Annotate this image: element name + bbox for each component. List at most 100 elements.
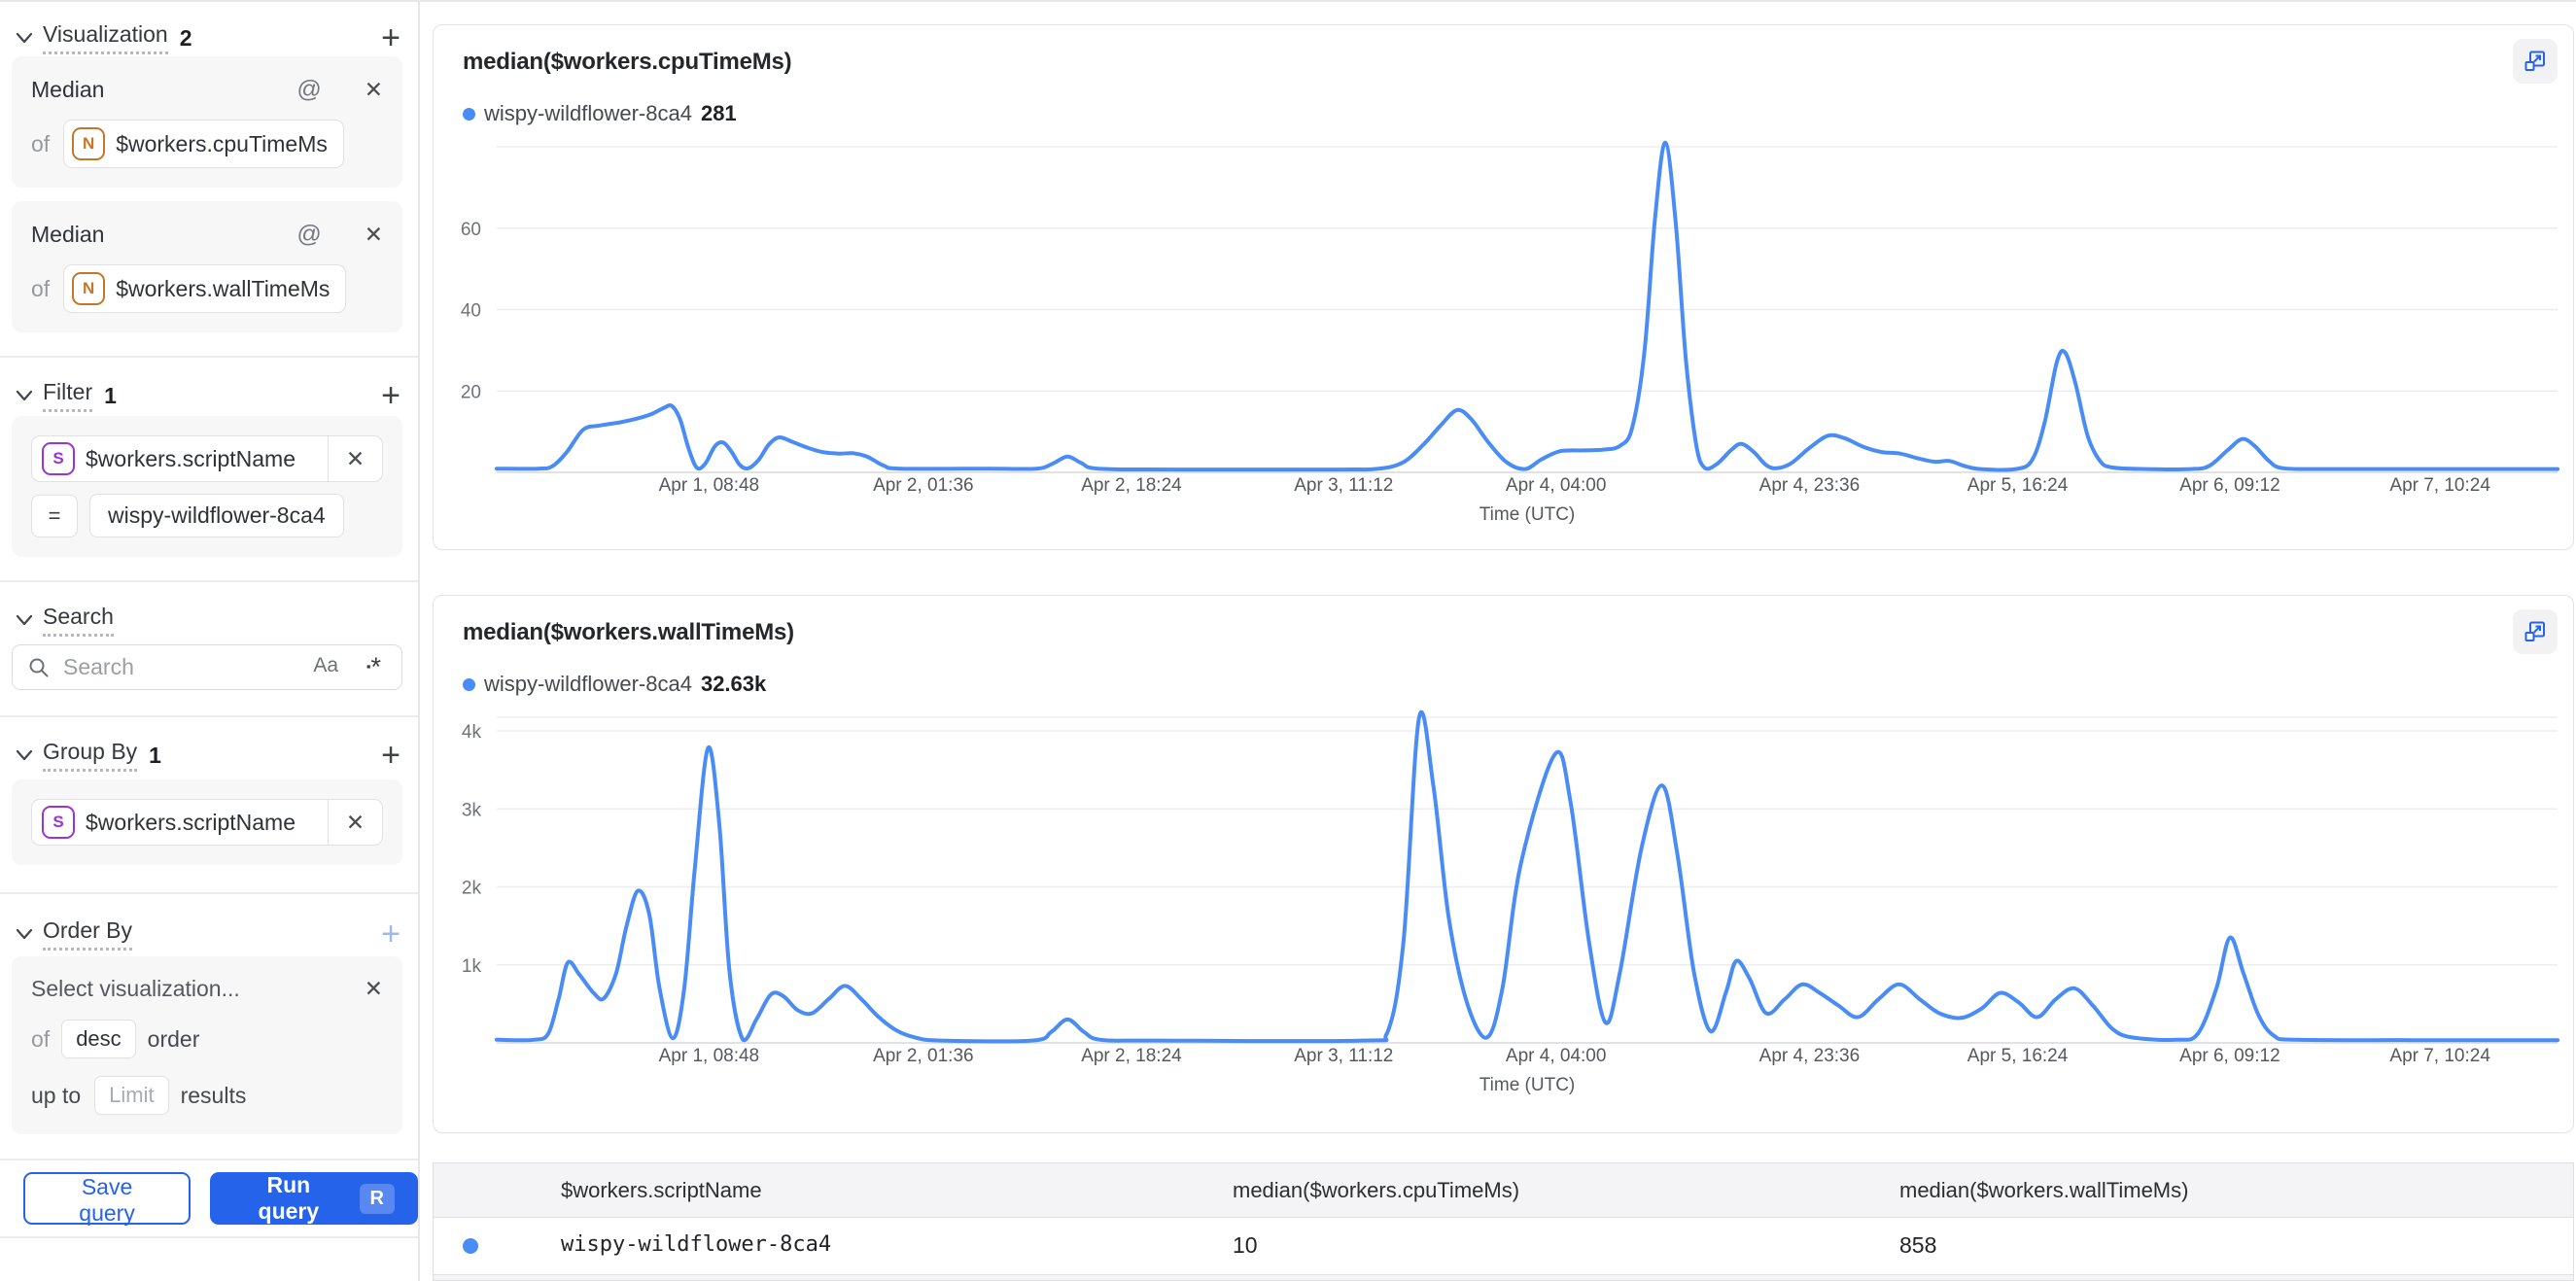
- match-case-icon[interactable]: Aa: [313, 654, 338, 676]
- column-header-script-name[interactable]: $workers.scriptName: [561, 1178, 762, 1202]
- limit-input[interactable]: Limit: [94, 1076, 169, 1115]
- group-by-field[interactable]: S $workers.scriptName: [32, 800, 328, 845]
- remove-filter-button[interactable]: ✕: [328, 436, 382, 481]
- of-label: of: [31, 130, 51, 156]
- save-query-button[interactable]: Save query: [23, 1172, 191, 1226]
- up-to-label: up to: [31, 1082, 82, 1108]
- svg-text:40: 40: [461, 301, 481, 322]
- group-by-card: S $workers.scriptName ✕: [12, 779, 402, 865]
- svg-text:Apr 2, 18:24: Apr 2, 18:24: [1081, 1046, 1182, 1066]
- top-border: [0, 0, 2576, 2]
- string-field-icon: S: [42, 442, 75, 475]
- regex-icon[interactable]: ▪*: [366, 652, 381, 681]
- expand-icon: [2524, 621, 2545, 641]
- search-input[interactable]: [12, 644, 402, 690]
- svg-text:Apr 6, 09:12: Apr 6, 09:12: [2179, 475, 2280, 496]
- order-by-section-title[interactable]: Order By: [43, 917, 133, 951]
- sidebar-divider: [418, 0, 420, 1281]
- filter-count: 1: [104, 382, 117, 408]
- series-value: 281: [700, 101, 737, 125]
- field-chip-wall-time[interactable]: N $workers.wallTimeMs: [63, 264, 347, 313]
- add-filter-button[interactable]: +: [381, 377, 400, 414]
- chevron-down-icon[interactable]: [14, 30, 35, 46]
- chevron-down-icon[interactable]: [14, 612, 35, 628]
- chart-title: median($workers.wallTimeMs): [463, 619, 794, 645]
- filter-field[interactable]: S $workers.scriptName: [32, 436, 328, 481]
- filter-section-title[interactable]: Filter: [43, 379, 93, 412]
- order-direction-select[interactable]: desc: [61, 1020, 136, 1058]
- results-table: $workers.scriptName median($workers.cpuT…: [433, 1162, 2574, 1281]
- field-chip-cpu-time[interactable]: N $workers.cpuTimeMs: [63, 120, 344, 168]
- query-builder-sidebar: Visualization 2 + Median @ ✕ of N $worke…: [0, 2, 418, 1281]
- remove-visualization-icon[interactable]: ✕: [364, 222, 383, 247]
- chevron-down-icon[interactable]: [14, 747, 35, 763]
- run-query-label: Run query: [258, 1172, 320, 1224]
- run-shortcut-badge: R: [359, 1183, 395, 1214]
- search-section-header: Search: [0, 602, 418, 639]
- search-section-title[interactable]: Search: [43, 604, 114, 637]
- series-dot-icon: [463, 677, 475, 691]
- svg-text:Apr 5, 16:24: Apr 5, 16:24: [1967, 1046, 2069, 1066]
- order-word-label: order: [147, 1025, 200, 1052]
- svg-text:Apr 4, 04:00: Apr 4, 04:00: [1506, 1046, 1607, 1066]
- add-group-by-button[interactable]: +: [381, 737, 400, 774]
- remove-visualization-icon[interactable]: ✕: [364, 77, 383, 102]
- svg-text:Apr 2, 18:24: Apr 2, 18:24: [1081, 475, 1182, 496]
- close-icon: ✕: [345, 809, 366, 835]
- svg-text:Apr 1, 08:48: Apr 1, 08:48: [659, 1046, 760, 1066]
- section-divider: [0, 892, 418, 894]
- numeric-field-icon: N: [72, 127, 106, 160]
- run-query-button[interactable]: Run query R: [210, 1172, 418, 1225]
- visualization-card-cpu: Median @ ✕ of N $workers.cpuTimeMs: [12, 56, 402, 188]
- numeric-field-icon: N: [72, 272, 106, 305]
- group-by-section-title[interactable]: Group By: [43, 739, 138, 772]
- filter-value-input[interactable]: wispy-wildflower-8ca4: [89, 494, 344, 537]
- svg-text:Apr 7, 10:24: Apr 7, 10:24: [2389, 475, 2490, 496]
- at-sign-icon[interactable]: @: [296, 76, 322, 103]
- expand-chart-button[interactable]: [2513, 39, 2558, 84]
- column-header-cpu-median[interactable]: median($workers.cpuTimeMs): [1233, 1178, 1520, 1202]
- chart-legend[interactable]: wispy-wildflower-8ca4 32.63k: [463, 672, 766, 697]
- cpu-time-chart-plot[interactable]: 20 40 60 Apr 1, 08:48 Apr 2, 01:36 Apr 2, 18:…: [434, 25, 2572, 548]
- cell-script-name: wispy-wildflower-8ca4: [561, 1232, 832, 1257]
- svg-text:3k: 3k: [462, 800, 482, 820]
- chart-legend[interactable]: wispy-wildflower-8ca4 281: [463, 101, 737, 126]
- remove-order-by-icon[interactable]: ✕: [364, 976, 383, 1001]
- group-by-section-header: Group By 1 +: [0, 737, 418, 774]
- svg-text:60: 60: [461, 220, 481, 240]
- at-sign-icon[interactable]: @: [296, 221, 322, 248]
- svg-text:Apr 3, 11:12: Apr 3, 11:12: [1294, 475, 1393, 496]
- table-row[interactable]: wispy-wildflower-8ca4 10 858: [434, 1218, 2573, 1274]
- svg-text:2k: 2k: [462, 879, 482, 899]
- results-panel: 20 40 60 Apr 1, 08:48 Apr 2, 01:36 Apr 2, 18:…: [420, 0, 2576, 1281]
- chevron-down-icon[interactable]: [14, 388, 35, 403]
- cell-cpu-median: 10: [1233, 1232, 1258, 1258]
- filter-field-name: $workers.scriptName: [86, 445, 296, 471]
- remove-group-by-button[interactable]: ✕: [328, 800, 382, 845]
- wall-time-chart-card: 1k 2k 3k 4k Apr 1, 08:48 Apr 2, 01:36 Apr 2, 1…: [433, 595, 2574, 1133]
- column-header-wall-median[interactable]: median($workers.wallTimeMs): [1899, 1178, 2189, 1202]
- order-by-visualization-select[interactable]: Select visualization...: [31, 976, 240, 1001]
- wall-time-chart-plot[interactable]: 1k 2k 3k 4k Apr 1, 08:48 Apr 2, 01:36 Apr 2, 1…: [434, 596, 2572, 1131]
- filter-section-header: Filter 1 +: [0, 377, 418, 414]
- visualization-function-label[interactable]: Median: [31, 222, 105, 247]
- of-label: of: [31, 275, 51, 301]
- svg-text:Time (UTC): Time (UTC): [1479, 504, 1576, 525]
- table-next-row-edge: [434, 1274, 2573, 1280]
- svg-text:Apr 2, 01:36: Apr 2, 01:36: [873, 1046, 974, 1066]
- add-order-by-button[interactable]: +: [381, 916, 400, 952]
- series-value: 32.63k: [700, 672, 767, 696]
- query-actions-bar: Save query Run query R: [0, 1159, 418, 1238]
- visualization-card-wall: Median @ ✕ of N $workers.wallTimeMs: [12, 201, 402, 332]
- chevron-down-icon[interactable]: [14, 926, 35, 942]
- expand-chart-button[interactable]: [2513, 609, 2558, 654]
- group-by-field-box: S $workers.scriptName ✕: [31, 799, 383, 846]
- filter-operator-select[interactable]: =: [31, 494, 78, 537]
- visualization-section-title[interactable]: Visualization: [43, 21, 168, 54]
- svg-text:Time (UTC): Time (UTC): [1479, 1075, 1576, 1095]
- visualization-function-label[interactable]: Median: [31, 77, 105, 102]
- add-visualization-button[interactable]: +: [381, 19, 400, 56]
- filter-field-box: S $workers.scriptName ✕: [31, 435, 383, 482]
- svg-text:1k: 1k: [462, 956, 482, 977]
